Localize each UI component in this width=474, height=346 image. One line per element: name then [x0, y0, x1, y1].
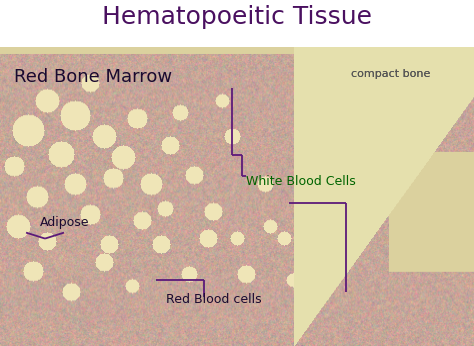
Text: Red Bone Marrow: Red Bone Marrow [14, 69, 173, 86]
Text: compact bone: compact bone [351, 70, 430, 80]
Text: Red Blood cells: Red Blood cells [166, 293, 262, 306]
Text: compact bone: compact bone [351, 70, 430, 80]
Text: Adipose: Adipose [40, 216, 90, 229]
Text: White Blood Cells: White Blood Cells [246, 175, 356, 188]
Text: Hematopoeitic Tissue: Hematopoeitic Tissue [102, 5, 372, 29]
